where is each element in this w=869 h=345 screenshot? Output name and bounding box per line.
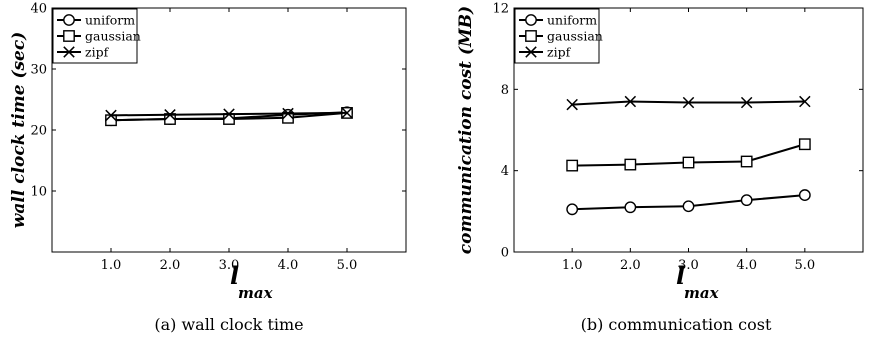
- legend-item-uniform: uniform: [57, 13, 135, 28]
- data-point: [624, 95, 637, 108]
- legend-item-zipf: zipf: [519, 45, 572, 60]
- legend-item-gaussian: gaussian: [519, 29, 603, 44]
- data-point: [566, 203, 579, 216]
- data-point: [105, 109, 117, 122]
- data-point: [798, 189, 811, 201]
- y-axis-label: wall clock time (sec): [9, 32, 29, 229]
- x-axis-label: l max: [676, 261, 720, 302]
- data-point: [164, 109, 176, 121]
- x-tick-label: 5.0: [337, 258, 358, 273]
- x-axis-label-main: l: [676, 261, 685, 290]
- legend-marker: [525, 30, 537, 42]
- data-point: [798, 138, 811, 151]
- x-tick-label: 2.0: [160, 258, 181, 273]
- ticks: 1.0 2.0 3.0 4.0 5.0 10 20 30 40: [30, 2, 406, 273]
- legend-label: zipf: [85, 45, 110, 60]
- legend-label: gaussian: [547, 29, 603, 44]
- data-point: [566, 159, 579, 172]
- series-zipf: [566, 95, 811, 111]
- data-point: [740, 194, 753, 207]
- y-tick-label: 8: [501, 83, 509, 98]
- caption: (a) wall clock time: [154, 315, 303, 334]
- x-tick-label: 2.0: [620, 258, 641, 273]
- x-axis-label: l max: [230, 261, 274, 302]
- caption: (b) communication cost: [581, 315, 772, 334]
- x-tick-label: 1.0: [562, 258, 583, 273]
- x-axis-label-main: l: [230, 261, 239, 290]
- x-axis-label-sub: max: [684, 284, 720, 302]
- data-point: [624, 201, 637, 214]
- series-layer: [566, 95, 811, 216]
- data-point: [223, 108, 235, 120]
- legend-label: uniform: [85, 13, 135, 28]
- legend-marker: [63, 30, 75, 42]
- chart-wall-clock-time: wall clock time (sec) l max (a) wall clo…: [9, 2, 407, 334]
- x-tick-label: 3.0: [678, 258, 699, 273]
- chart-communication-cost: communication cost (MB) l max (b) commun…: [456, 2, 864, 334]
- y-tick-label: 20: [30, 124, 47, 139]
- x-tick-label: 5.0: [794, 258, 815, 273]
- data-point: [341, 107, 353, 119]
- legend-label: uniform: [547, 13, 597, 28]
- legend-label: zipf: [547, 45, 572, 60]
- data-point: [282, 107, 294, 120]
- legend-item-gaussian: gaussian: [57, 29, 141, 44]
- x-tick-label: 3.0: [219, 258, 240, 273]
- x-tick-label: 4.0: [278, 258, 299, 273]
- x-tick-label: 1.0: [101, 258, 122, 273]
- y-tick-label: 30: [30, 63, 47, 78]
- legend-marker: [525, 46, 537, 58]
- y-tick-label: 40: [30, 2, 47, 17]
- series-zipf: [105, 107, 353, 122]
- legend-item-zipf: zipf: [57, 45, 110, 60]
- series-gaussian: [566, 138, 811, 172]
- series-gaussian: [105, 107, 353, 127]
- y-tick-label: 4: [501, 164, 509, 179]
- data-point: [624, 158, 637, 171]
- legend-label: gaussian: [85, 29, 141, 44]
- legend-marker: [63, 14, 75, 26]
- data-point: [682, 156, 695, 169]
- data-point: [740, 155, 753, 168]
- data-point: [682, 96, 695, 109]
- series-uniform: [566, 189, 811, 216]
- y-tick-label: 10: [30, 185, 47, 200]
- legend-item-uniform: uniform: [519, 13, 597, 28]
- data-point: [223, 113, 235, 125]
- legend-marker: [525, 14, 537, 26]
- data-point: [105, 114, 117, 127]
- data-point: [740, 96, 753, 109]
- series-layer: [105, 106, 353, 127]
- x-tick-label: 4.0: [736, 258, 757, 273]
- x-axis-label-sub: max: [238, 284, 274, 302]
- y-tick-label: 12: [492, 2, 509, 17]
- data-point: [566, 98, 578, 111]
- ticks: 1.0 2.0 3.0 4.0 5.0 0 4 8 12: [492, 2, 863, 273]
- y-tick-label: 0: [501, 246, 509, 261]
- data-point: [799, 95, 811, 108]
- y-axis-label: communication cost (MB): [456, 6, 476, 254]
- data-point: [682, 200, 695, 213]
- legend-marker: [63, 46, 75, 58]
